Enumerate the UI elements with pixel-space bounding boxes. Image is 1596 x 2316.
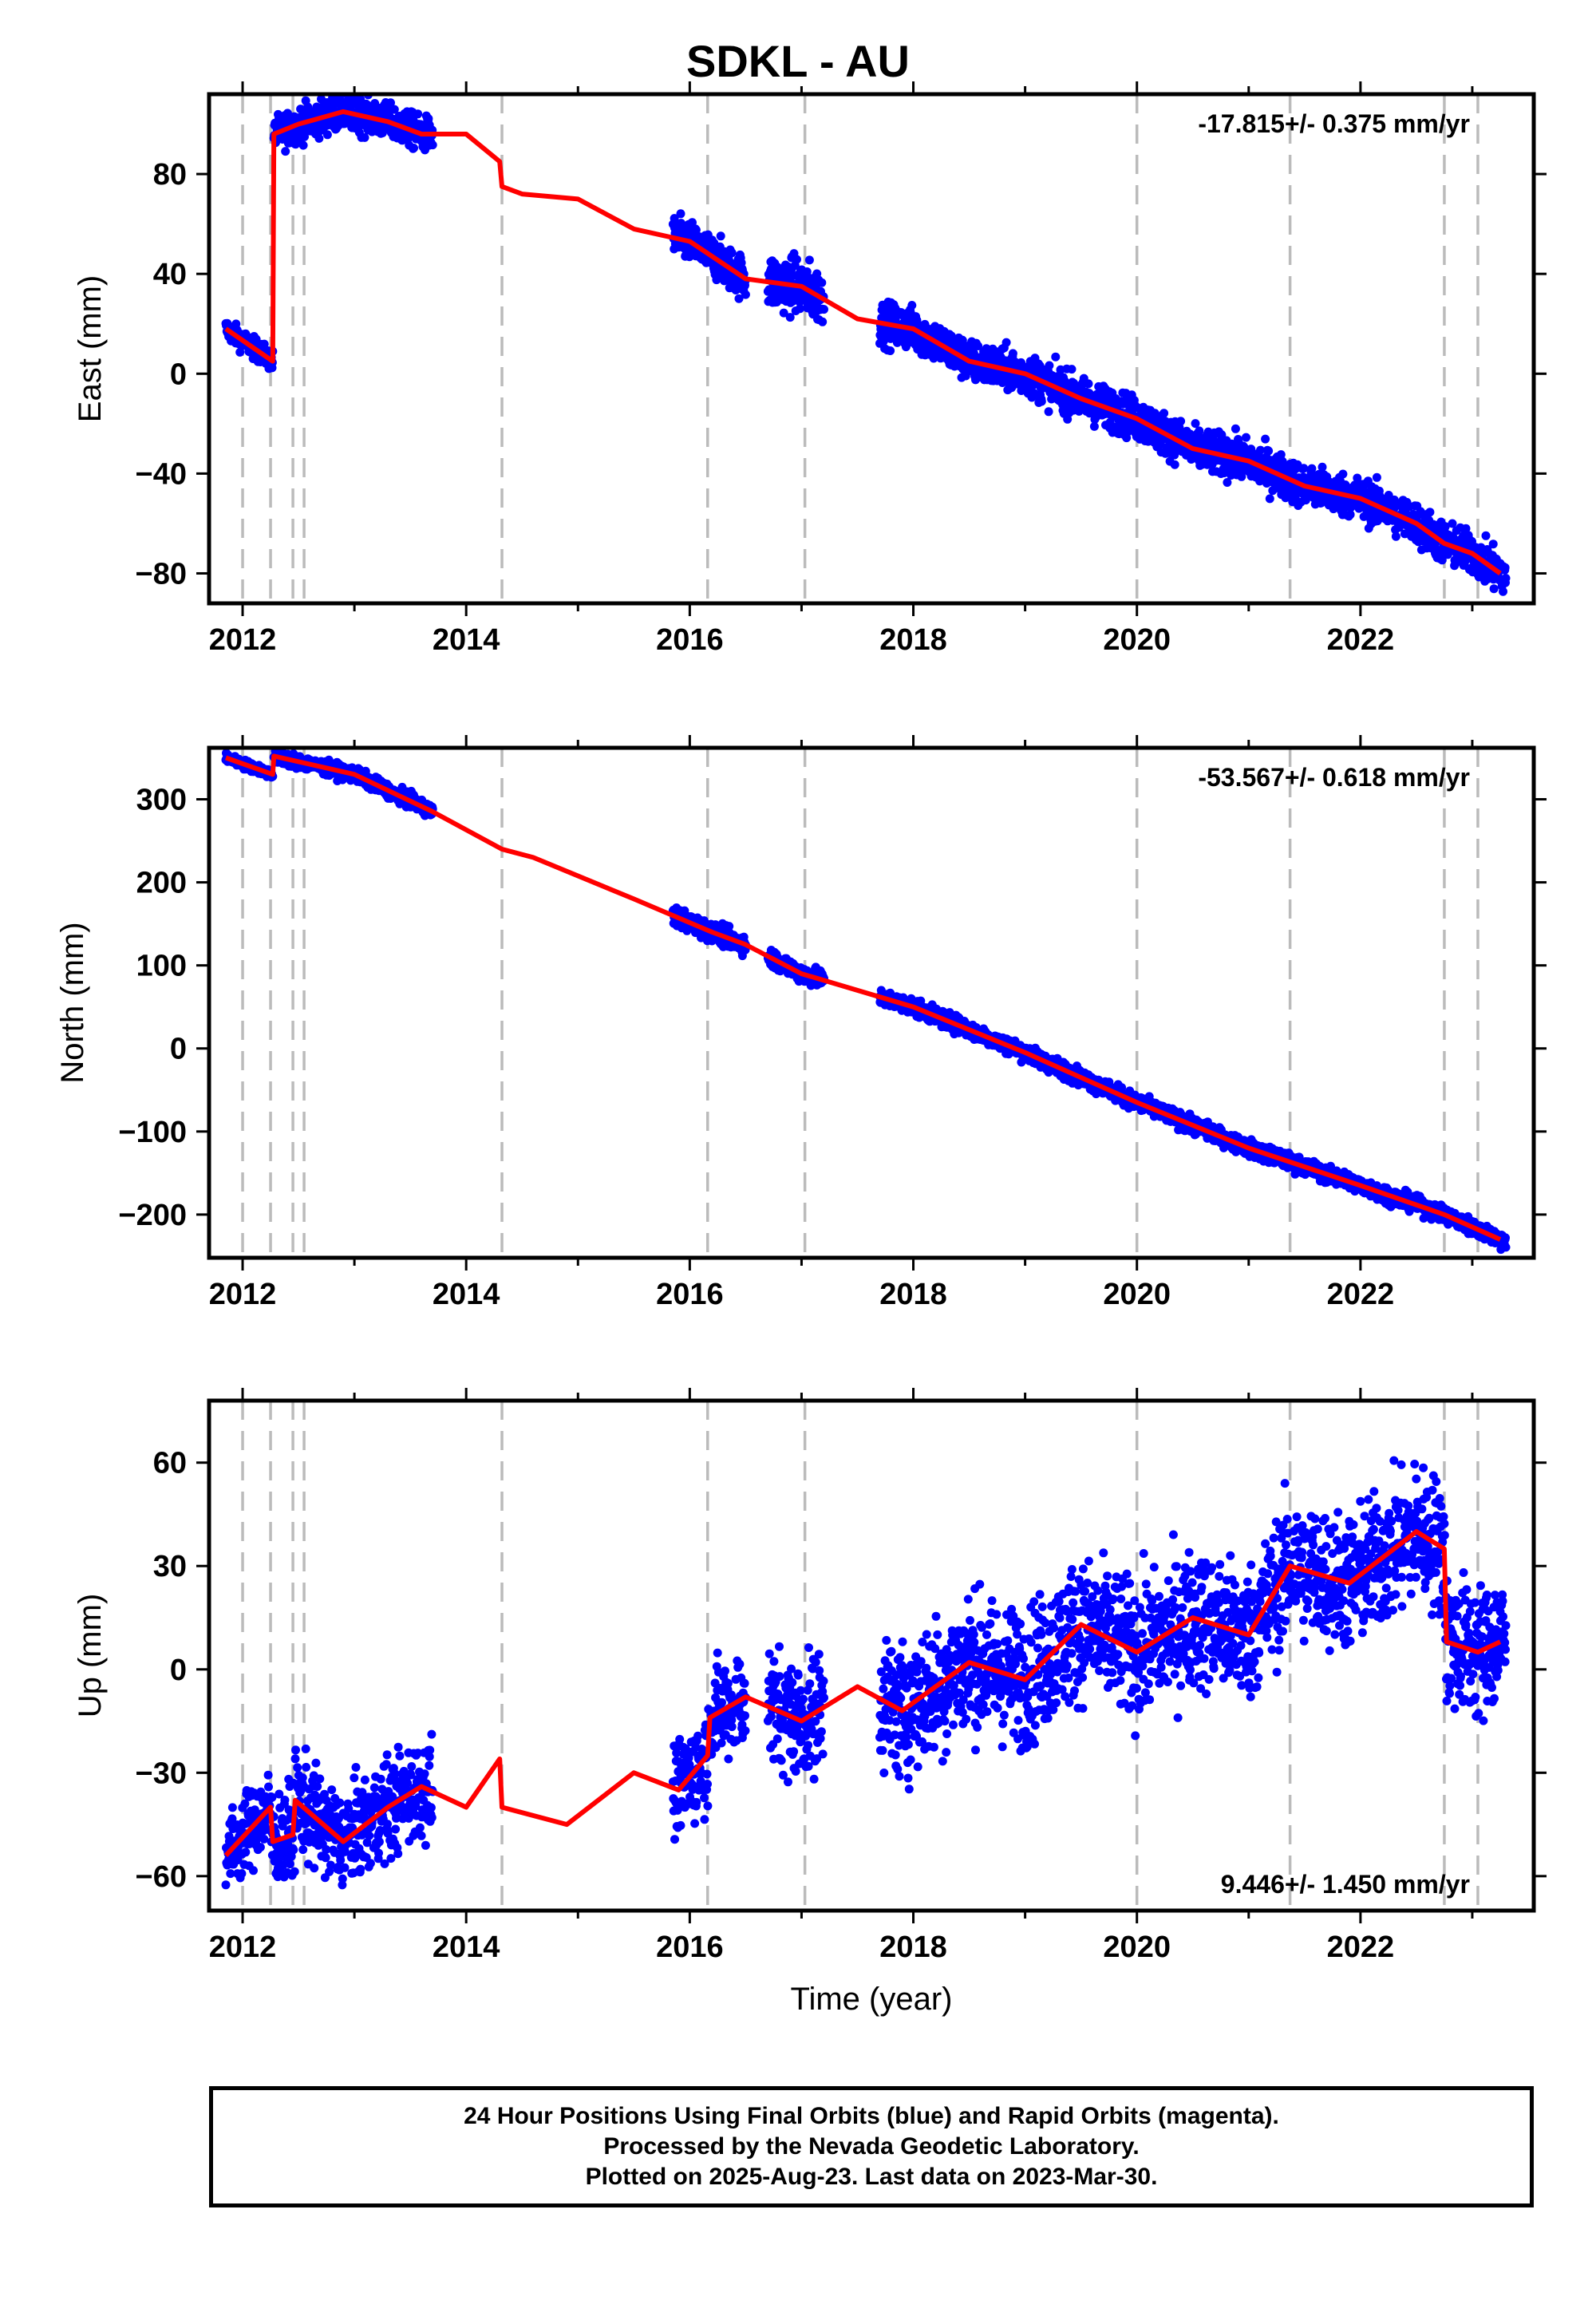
x-tick-label: 2016 (656, 623, 724, 657)
observation-point (1264, 446, 1274, 456)
observation-point (734, 294, 744, 303)
observation-point (259, 339, 269, 349)
observation-point (804, 255, 814, 265)
observation-point (1231, 424, 1240, 433)
observation-point (1307, 464, 1317, 473)
observation-point (1265, 494, 1274, 504)
observation-point (974, 342, 983, 350)
observation-point (670, 214, 679, 223)
observation-point (796, 304, 804, 314)
observation-point (413, 109, 423, 119)
observation-point (1170, 460, 1179, 469)
panel-1: 2012 2014 2016 2018 2020 2022 −80 −40 0 40 80 East … (73, 81, 1547, 657)
observation-point (907, 301, 917, 310)
y-tick-label: −40 (136, 457, 187, 491)
observation-point (1353, 473, 1362, 483)
x-tick-label: 2020 (1103, 623, 1171, 657)
observation-point (300, 132, 309, 141)
x-tick-label: 2012 (209, 623, 277, 657)
observation-point (820, 305, 828, 314)
x-tick-label: 2022 (1327, 623, 1395, 657)
y-tick-label: −80 (136, 557, 187, 591)
observation-point (1276, 450, 1286, 460)
observation-point (1425, 508, 1435, 517)
observation-point (1299, 464, 1309, 473)
y-tick-label: 40 (153, 258, 187, 291)
observation-point (818, 317, 828, 326)
observation-point (1223, 478, 1232, 487)
observation-point (1037, 397, 1046, 406)
observation-point (741, 290, 750, 299)
observation-point (1117, 1083, 1127, 1093)
observation-point (691, 225, 701, 235)
y-axis-label: East (mm) (73, 275, 108, 422)
observation-point (1159, 409, 1169, 418)
observation-point (428, 140, 437, 150)
observation-point (1489, 584, 1499, 594)
observation-point (235, 347, 245, 357)
observation-point (1461, 524, 1471, 533)
observation-point (1089, 421, 1099, 431)
plot-frame (207, 92, 1536, 606)
observation-point (1217, 430, 1227, 440)
observation-point (1261, 434, 1270, 444)
observation-point (386, 98, 395, 108)
observation-point (1067, 365, 1077, 374)
observation-point (1317, 462, 1327, 472)
observation-point (1372, 472, 1381, 482)
observation-point (1440, 522, 1450, 532)
observation-point (716, 231, 725, 241)
observation-point (886, 346, 895, 355)
observation-point (1448, 519, 1457, 528)
observation-point (409, 144, 418, 152)
y-tick-label: 0 (170, 358, 187, 391)
observation-point (725, 922, 734, 931)
observation-point (1084, 379, 1093, 389)
observation-point (1044, 407, 1053, 417)
observation-point (389, 105, 399, 114)
observation-point (1437, 555, 1447, 565)
chart-title: SDKL - AU (686, 36, 910, 86)
y-tick-label: 80 (153, 158, 187, 192)
observation-point (314, 133, 324, 143)
observation-point (322, 130, 332, 140)
observation-point (802, 267, 812, 276)
observation-point (1345, 510, 1355, 520)
observation-point (1242, 433, 1250, 442)
observation-point (1500, 563, 1510, 572)
plot-area (221, 748, 1511, 1258)
observation-point (298, 140, 308, 150)
panel-2: 2012 2014 2016 2018 2020 2022−200−10001002003… (55, 735, 1547, 1311)
plot-area (221, 94, 1511, 603)
observation-point (1237, 472, 1246, 481)
observation-point (1481, 531, 1491, 540)
observation-point (1191, 419, 1200, 429)
observation-point (354, 101, 363, 111)
observation-point (676, 209, 685, 219)
observation-point (1488, 539, 1498, 549)
observation-point (817, 278, 827, 287)
model-line (224, 109, 1502, 575)
observation-point (360, 132, 369, 142)
observation-point (1338, 469, 1348, 479)
velocity-label: -17.815+/- 0.375 mm/yr (1198, 109, 1470, 138)
observation-point (1391, 532, 1400, 541)
observation-point (727, 248, 737, 258)
observation-point (1176, 417, 1186, 426)
observation-point (1008, 349, 1017, 358)
observation-point (1045, 361, 1054, 370)
observation-point (792, 255, 801, 264)
observation-point (1256, 445, 1265, 455)
observation-point (779, 308, 788, 318)
observation-point (1001, 338, 1011, 347)
observation-point (281, 147, 290, 156)
x-tick-label: 2018 (879, 623, 947, 657)
observation-point (1501, 574, 1511, 583)
observation-point (785, 313, 795, 322)
x-tick-label: 2014 (433, 623, 500, 657)
observation-point (1051, 352, 1061, 362)
observation-point (1499, 587, 1507, 596)
